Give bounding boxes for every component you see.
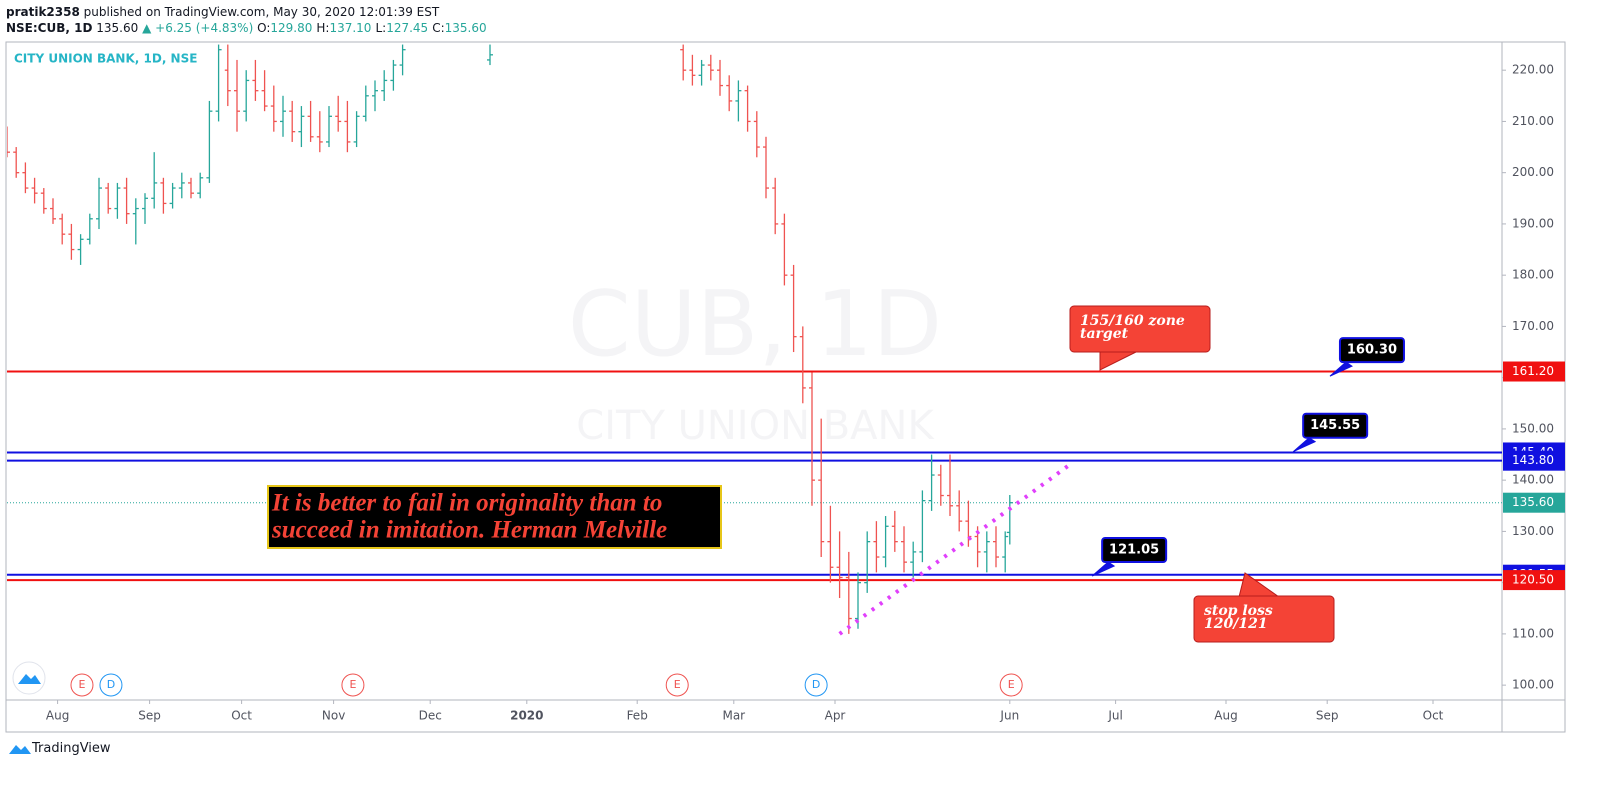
event-marker <box>99 673 123 697</box>
change: ▲ +6.25 (+4.83%) <box>142 21 254 35</box>
callout-text: 155/160 zone <box>1080 313 1185 329</box>
mark-box <box>1338 337 1405 364</box>
ohlc-label: L: <box>375 21 387 35</box>
ohlc-value: 129.80 <box>270 21 313 35</box>
event-marker <box>70 673 94 697</box>
level-axis-label: 161.20 <box>1512 364 1554 378</box>
mark-label: 145.55 <box>1310 418 1360 433</box>
ohlc: O:129.80 H:137.10 L:127.45 C:135.60 <box>257 21 491 35</box>
nav-icon <box>18 674 41 684</box>
callout-tip <box>1099 349 1141 371</box>
y-tick-label: 100.00 <box>1512 678 1554 692</box>
event-letter: E <box>1008 678 1015 691</box>
level-axis-label: 143.80 <box>1512 453 1554 467</box>
price-axis-box <box>1503 492 1565 513</box>
level-axis-box <box>1503 361 1565 382</box>
y-tick-label: 110.00 <box>1512 626 1554 640</box>
price-axis-label: 135.60 <box>1512 495 1554 509</box>
event-letter: E <box>349 678 356 691</box>
header: pratik2358 published on TradingView.com,… <box>6 4 491 36</box>
level-axis-label: 120.50 <box>1512 573 1554 587</box>
x-tick-label: Sep <box>1316 709 1339 723</box>
y-tick-label: 220.00 <box>1512 63 1554 77</box>
event-marker <box>999 673 1023 697</box>
callout-text: 120/121 <box>1204 616 1268 632</box>
mark-pointer <box>1091 561 1116 577</box>
ohlc-label: H: <box>316 21 330 35</box>
event-marker <box>341 673 365 697</box>
ohlc-label: C: <box>432 21 445 35</box>
level-axis-box <box>1503 570 1565 591</box>
x-tick-label: 2020 <box>510 709 543 723</box>
published: published on TradingView.com, May 30, 20… <box>83 5 440 19</box>
x-tick-label: Feb <box>627 709 648 723</box>
y-tick-label: 130.00 <box>1512 524 1554 538</box>
y-tick-label: 140.00 <box>1512 473 1554 487</box>
logo <box>9 744 31 754</box>
x-tick-label: Jul <box>1107 709 1122 723</box>
callout-tip <box>1238 572 1281 598</box>
brand: TradingView <box>32 741 111 756</box>
x-tick-label: Apr <box>825 709 846 723</box>
mark-label: 160.30 <box>1347 343 1397 358</box>
callout-box <box>1193 595 1335 643</box>
x-tick-label: Aug <box>46 709 69 723</box>
author: pratik2358 <box>6 5 80 19</box>
y-tick-label: 180.00 <box>1512 268 1554 282</box>
mark-box <box>1101 536 1168 563</box>
event-letter: E <box>674 678 681 691</box>
y-tick-label: 170.00 <box>1512 319 1554 333</box>
callout-text: target <box>1080 326 1129 342</box>
mark-pointer <box>1292 437 1317 453</box>
y-tick-label: 190.00 <box>1512 216 1554 230</box>
chart-title: CITY UNION BANK, 1D, NSE <box>14 52 197 66</box>
x-tick-label: Oct <box>1423 709 1444 723</box>
symbol: NSE:CUB, 1D <box>6 21 93 35</box>
ohlc-label: O: <box>257 21 271 35</box>
watermark: CUB, 1D <box>568 272 942 377</box>
x-tick-label: Nov <box>322 709 345 723</box>
quote-text: succeed in imitation. Herman Melville <box>271 517 667 544</box>
event-marker <box>804 673 828 697</box>
callout-text: stop loss <box>1204 603 1273 619</box>
frame <box>5 41 1566 733</box>
y-tick-label: 210.00 <box>1512 114 1554 128</box>
level-axis-box <box>1503 450 1565 471</box>
ohlc-value: 135.60 <box>444 21 487 35</box>
x-tick-label: Sep <box>138 709 161 723</box>
event-marker <box>665 673 689 697</box>
mark-label: 121.05 <box>1109 542 1159 557</box>
callout-box <box>1069 305 1211 353</box>
x-tick-label: Jun <box>999 709 1019 723</box>
y-tick-label: 200.00 <box>1512 165 1554 179</box>
plot: CUB, 1D CITY UNION BANK <box>7 44 1502 636</box>
quote-text: It is better to fail in originality than… <box>271 490 662 517</box>
x-tick-label: Oct <box>231 709 252 723</box>
ohlc-value: 127.45 <box>386 21 429 35</box>
event-letter: D <box>107 678 115 691</box>
ohlc-value: 137.10 <box>329 21 372 35</box>
mark-pointer <box>1329 361 1353 377</box>
watermark: CITY UNION BANK <box>576 403 935 449</box>
x-tick-label: Mar <box>722 709 745 723</box>
mark-box <box>1302 412 1369 439</box>
x-tick-label: Aug <box>1214 709 1237 723</box>
event-letter: D <box>812 678 820 691</box>
x-tick-label: Dec <box>419 709 442 723</box>
quote-box <box>267 485 722 549</box>
trend-line <box>838 463 1071 636</box>
last: 135.60 <box>96 21 139 35</box>
event-letter: E <box>79 678 86 691</box>
footer: TradingView <box>8 741 111 756</box>
chart: CUB, 1D CITY UNION BANK CITY UNION BANK, … <box>5 41 1566 733</box>
y-tick-label: 150.00 <box>1512 421 1554 435</box>
